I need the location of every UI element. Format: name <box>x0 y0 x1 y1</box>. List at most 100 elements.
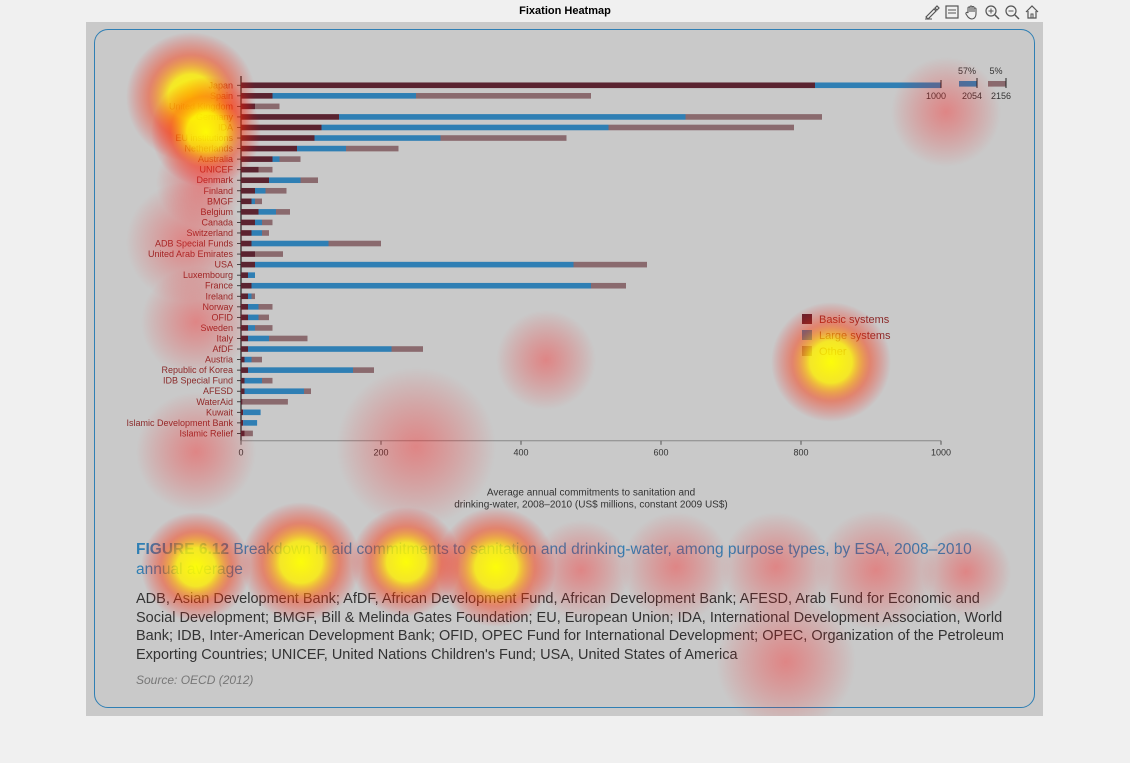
legend-label: Basic systems <box>819 314 890 326</box>
bar-segment <box>346 145 399 152</box>
x-tick-label: 1000 <box>931 448 951 458</box>
category-label: Switzerland <box>186 228 233 238</box>
category-label: Japan <box>208 80 233 90</box>
x-tick-label: 400 <box>513 448 528 458</box>
bar-segment <box>241 388 245 395</box>
bar-segment <box>608 124 794 131</box>
overflow-percent-label: 57% <box>958 66 976 76</box>
bar-segment <box>241 293 248 300</box>
bar-segment <box>241 135 315 141</box>
bar-segment <box>265 187 287 194</box>
bar-segment <box>262 219 273 226</box>
bar-segment <box>241 187 255 194</box>
bar-segment <box>815 82 941 89</box>
zoom-out-icon[interactable] <box>1002 2 1022 22</box>
category-label: Republic of Korea <box>161 365 233 375</box>
bar-segment <box>242 398 288 405</box>
category-label: WaterAid <box>196 397 233 407</box>
bar-segment <box>251 230 262 236</box>
bar-segment <box>241 346 248 352</box>
bar-segment <box>255 198 262 205</box>
category-label: Kuwait <box>206 407 234 417</box>
category-label: ADB Special Funds <box>155 239 234 249</box>
bar-segment <box>251 293 255 300</box>
bar-segment <box>244 430 253 437</box>
category-label: Denmark <box>196 175 233 185</box>
x-tick-label: 800 <box>793 448 808 458</box>
bar-segment <box>241 261 255 268</box>
data-tips-icon[interactable] <box>942 2 962 22</box>
bar-segment <box>241 103 255 110</box>
category-label: IDB Special Fund <box>163 376 233 386</box>
source-note: Source: OECD (2012) <box>136 673 254 687</box>
figure-caption: FIGURE 6.12 Breakdown in aid commitments… <box>136 540 1016 580</box>
category-label: United Arab Emirates <box>148 249 234 259</box>
overflow-value-label: 2054 <box>962 91 982 101</box>
bar-segment <box>241 251 255 257</box>
x-tick-label: 0 <box>238 448 243 458</box>
bar-segment <box>241 272 248 278</box>
category-label: Netherlands <box>184 144 233 154</box>
overflow-percent-label: 5% <box>989 66 1002 76</box>
category-label: Italy <box>216 333 233 343</box>
bar-segment <box>243 420 258 426</box>
bar-segment <box>416 93 591 99</box>
bar-segment <box>304 388 311 395</box>
bar-segment <box>241 398 243 405</box>
zoom-in-icon[interactable] <box>982 2 1002 22</box>
bar-segment <box>251 356 262 363</box>
category-label: UNICEF <box>200 165 234 175</box>
bar-segment <box>241 304 248 310</box>
bar-segment <box>328 240 381 247</box>
bar-segment <box>241 156 273 162</box>
bar-segment <box>241 420 244 426</box>
figure-frame <box>94 29 1035 708</box>
category-label: Austria <box>205 355 233 365</box>
bar-segment <box>241 93 273 99</box>
bar-segment <box>243 409 261 416</box>
category-label: Belgium <box>200 207 233 217</box>
bar-segment <box>279 156 301 162</box>
category-label: AFESD <box>203 386 234 396</box>
bar-segment <box>241 356 245 363</box>
bar-segment <box>440 135 567 141</box>
bar-segment <box>591 282 626 289</box>
bar-segment <box>241 325 248 331</box>
bar-segment <box>258 304 273 310</box>
category-label: Islamic Development Bank <box>126 418 233 428</box>
bar-segment <box>255 187 266 194</box>
window-title: Fixation Heatmap <box>519 5 611 17</box>
bar-segment <box>248 314 259 321</box>
bar-segment <box>241 166 259 173</box>
bar-segment <box>272 156 280 162</box>
bar-segment <box>353 367 374 373</box>
category-label: BMGF <box>207 196 234 206</box>
bar-segment <box>255 219 262 226</box>
legend-label: Large systems <box>819 330 891 342</box>
bar-segment <box>248 272 255 278</box>
bar-segment <box>241 145 297 152</box>
category-label: Norway <box>202 302 233 312</box>
legend-label: Other <box>819 346 847 358</box>
bar-segment <box>255 103 280 110</box>
category-label: Germany <box>196 112 234 122</box>
caption-text: Breakdown in aid commitments to sanitati… <box>136 541 972 578</box>
edit-brush-icon[interactable] <box>922 2 942 22</box>
category-label: France <box>205 281 233 291</box>
bar-segment <box>241 209 259 215</box>
category-label: USA <box>214 260 233 270</box>
x-axis-label: drinking-water, 2008–2010 (US$ millions,… <box>454 500 728 511</box>
bar-segment <box>262 377 273 384</box>
bar-segment <box>272 93 416 99</box>
bar-segment <box>241 314 248 321</box>
x-tick-label: 200 <box>373 448 388 458</box>
bar-segment <box>258 314 269 321</box>
home-icon[interactable] <box>1022 2 1042 22</box>
bar-segment <box>248 304 259 310</box>
bar-segment <box>248 335 269 342</box>
bar-segment <box>248 346 392 352</box>
pan-hand-icon[interactable] <box>962 2 982 22</box>
bar-segment <box>269 335 308 342</box>
bar-segment <box>241 430 245 437</box>
bar-segment <box>269 177 301 184</box>
